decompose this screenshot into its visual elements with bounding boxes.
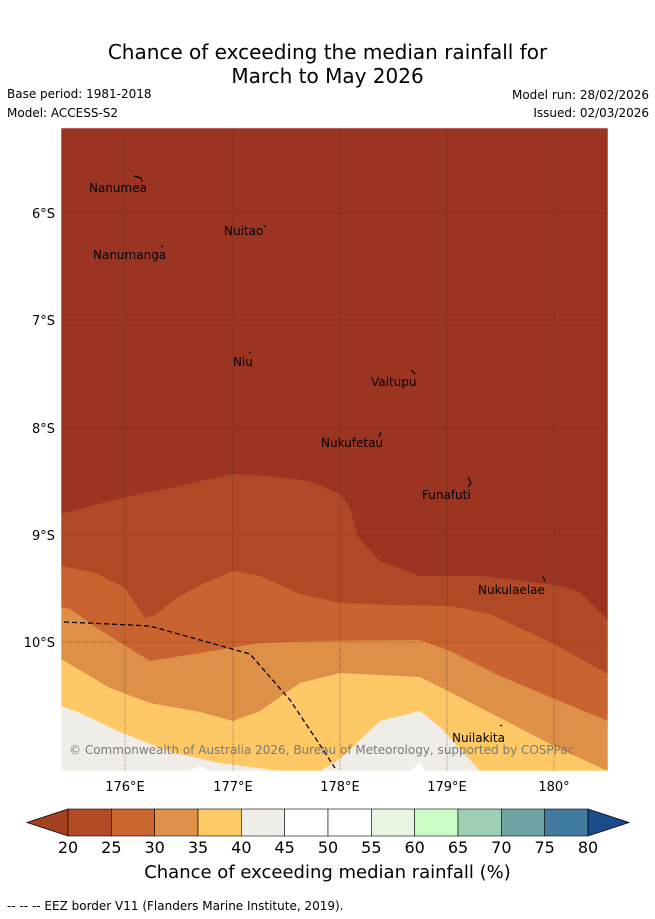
map-title: Chance of exceeding the median rainfall …: [0, 40, 655, 88]
lon-label-176e: 176°E: [105, 780, 145, 795]
colorbar-segment: [544, 808, 589, 837]
colorbar-segment: [154, 808, 199, 837]
band-45-50-b: [410, 762, 425, 771]
colorbar-tick-label: 80: [577, 838, 599, 857]
longitude-labels: 176°E 177°E 178°E 179°E 180°: [105, 780, 569, 795]
colorbar: [25, 808, 631, 837]
place-label-nukufetau: Nukufetau: [321, 436, 383, 450]
place-label-nanumanga: Nanumanga: [93, 248, 166, 262]
map-fill: [61, 128, 608, 771]
lat-label-8s: 8°S: [32, 422, 55, 437]
colorbar-tick-label: 60: [404, 838, 425, 857]
island-shapes: [133, 175, 546, 727]
place-labels: Nanumea Nuitao Nanumanga Niu Vaitupu Nuk…: [89, 181, 545, 745]
band-35-40: [61, 659, 608, 771]
colorbar-segment: [457, 808, 502, 837]
colorbar-tick-label: 55: [361, 838, 382, 857]
colorbar-segment: [371, 808, 415, 837]
band-40-45-south: [320, 711, 480, 771]
lon-label-178e: 178°E: [320, 780, 360, 795]
place-label-nuitao: Nuitao: [224, 224, 263, 238]
colorbar-tick-label: 50: [317, 838, 339, 857]
colorbar-segment: [197, 808, 242, 837]
map-frame: [60, 127, 609, 772]
colorbar-tick-label: 40: [231, 838, 252, 857]
lat-label-7s: 7°S: [32, 314, 55, 329]
place-label-niu: Niu: [233, 355, 253, 369]
lat-label-10s: 10°S: [24, 636, 55, 651]
copyright-notice: © Commonwealth of Australia 2026, Bureau…: [69, 743, 574, 757]
band-45-50-a: [188, 766, 210, 771]
colorbar-tick-label: 70: [491, 838, 512, 857]
colorbar-tick-label: 65: [447, 838, 469, 857]
lon-label-177e: 177°E: [213, 780, 253, 795]
lat-label-9s: 9°S: [32, 529, 55, 544]
place-label-nukulaelae: Nukulaelae: [478, 583, 545, 597]
band-40-45-west: [61, 706, 280, 771]
map-title-line2: March to May 2026: [231, 64, 424, 88]
colorbar-segment: [327, 808, 372, 837]
colorbar-segment: [111, 808, 155, 837]
base-period: Base period: 1981-2018: [7, 87, 152, 101]
colorbar-tick-label: 30: [144, 838, 165, 857]
model-run: Model run: 28/02/2026: [511, 88, 649, 102]
colorbar-segment: [414, 808, 459, 837]
latitude-labels: 6°S 7°S 8°S 9°S 10°S: [24, 207, 55, 651]
colorbar-title: Chance of exceeding median rainfall (%): [144, 862, 511, 883]
map-title-line1: Chance of exceeding the median rainfall …: [107, 40, 548, 64]
colorbar-segment: [67, 808, 112, 837]
place-label-nuilakita: Nuilakita: [452, 731, 505, 745]
colorbar-segment: [501, 808, 545, 837]
model-name: Model: ACCESS-S2: [7, 106, 119, 120]
lon-label-179e: 179°E: [427, 780, 467, 795]
colorbar-segment: [241, 808, 285, 837]
colorbar-tick-label: 20: [57, 838, 79, 857]
colorbar-segment: [284, 808, 329, 837]
place-label-nanumea: Nanumea: [89, 181, 147, 195]
colorbar-tick-label: 75: [534, 838, 555, 857]
lat-label-6s: 6°S: [32, 207, 55, 222]
colorbar-extend-low: [25, 808, 69, 837]
place-label-funafuti: Funafuti: [422, 488, 471, 502]
issued-date: Issued: 02/03/2026: [533, 106, 649, 120]
eez-border-line: [63, 621, 336, 769]
place-label-vaitupu: Vaitupu: [371, 375, 417, 389]
colorbar-tick-label: 45: [274, 838, 295, 857]
eez-legend-footer: -- -- -- EEZ border V11 (Flanders Marine…: [7, 899, 344, 913]
lon-label-180: 180°: [538, 780, 569, 795]
colorbar-tick-label: 25: [101, 838, 122, 857]
colorbar-tick-label: 35: [187, 838, 209, 857]
colorbar-extend-high: [587, 808, 631, 837]
